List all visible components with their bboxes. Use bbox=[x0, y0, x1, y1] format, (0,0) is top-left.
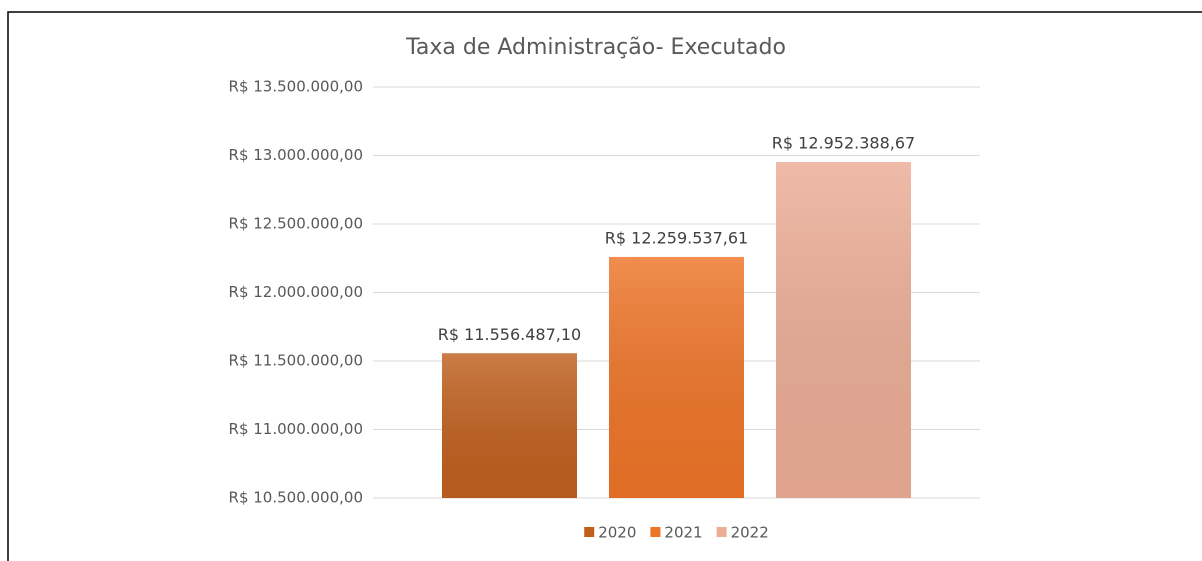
legend-label: 2022 bbox=[731, 524, 769, 542]
legend-item: 2021 bbox=[650, 524, 703, 542]
data-label: R$ 12.259.537,61 bbox=[605, 228, 748, 247]
legend-item: 2020 bbox=[584, 524, 636, 542]
bar-shine bbox=[609, 256, 744, 498]
bar-shine bbox=[442, 353, 577, 498]
y-tick-label: R$ 11.500.000,00 bbox=[229, 352, 363, 370]
chart-title: Taxa de Administração- Executado bbox=[405, 35, 786, 60]
y-tick-label: R$ 13.500.000,00 bbox=[229, 78, 363, 96]
y-tick-label: R$ 13.000.000,00 bbox=[229, 146, 363, 164]
y-tick-label: R$ 12.000.000,00 bbox=[229, 283, 363, 301]
legend-label: 2021 bbox=[664, 524, 702, 542]
legend-swatch bbox=[716, 527, 727, 537]
y-tick-label: R$ 12.500.000,00 bbox=[229, 215, 363, 233]
y-tick-label: R$ 10.500.000,00 bbox=[229, 489, 363, 507]
legend-label: 2020 bbox=[598, 524, 636, 542]
legend-swatch bbox=[650, 527, 661, 537]
chart-border bbox=[7, 11, 1202, 561]
data-label: R$ 11.556.487,10 bbox=[438, 325, 581, 344]
data-label: R$ 12.952.388,67 bbox=[772, 134, 915, 153]
legend-swatch bbox=[584, 527, 595, 537]
legend-item: 2022 bbox=[716, 524, 769, 542]
y-tick-label: R$ 11.000.000,00 bbox=[229, 420, 363, 438]
bar-shine bbox=[776, 162, 911, 498]
